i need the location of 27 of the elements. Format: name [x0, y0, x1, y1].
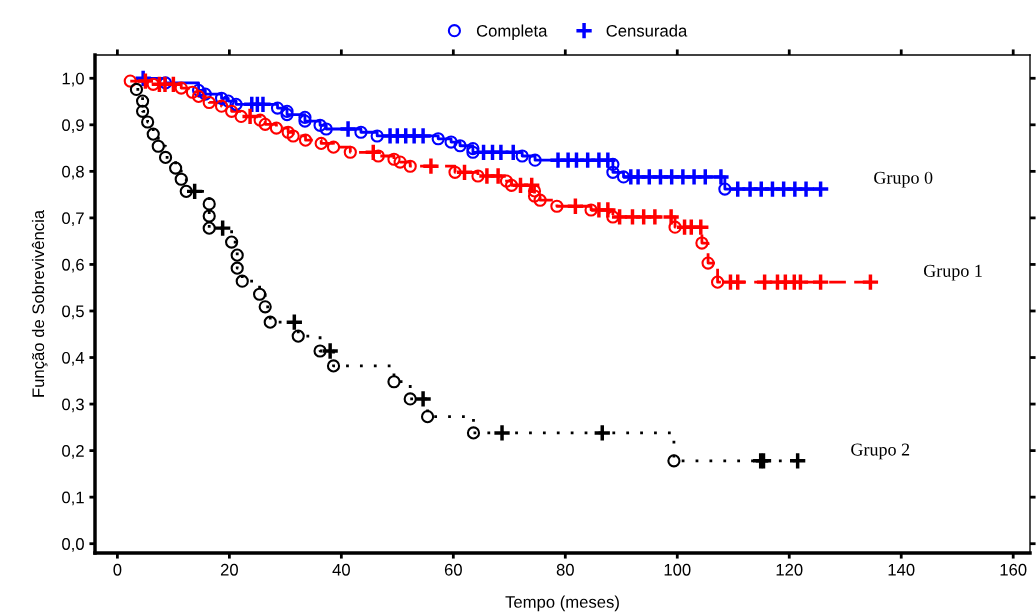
- y-tick-label: 1,0: [62, 72, 84, 87]
- x-tick-label: 60: [444, 563, 462, 576]
- annotation: Grupo 1: [923, 264, 982, 281]
- x-tick-label: 100: [664, 563, 691, 576]
- x-tick-label: 40: [332, 563, 350, 576]
- x-tick-label: 20: [220, 563, 238, 576]
- x-tick-label: 80: [556, 563, 574, 576]
- y-tick-label: 0,3: [62, 398, 84, 413]
- annotation: Grupo 2: [851, 443, 910, 460]
- x-tick-label: 0: [113, 563, 122, 576]
- x-tick-label: 120: [776, 563, 803, 576]
- y-tick-label: 0,7: [62, 212, 84, 227]
- x-tick-label: 140: [888, 563, 915, 576]
- x-tick-label: 160: [1000, 563, 1027, 576]
- y-tick-label: 0,5: [62, 305, 84, 320]
- legend-label: Completa: [476, 24, 548, 40]
- y-tick-label: 0,8: [62, 165, 84, 180]
- y-tick-label: 0,6: [62, 258, 84, 273]
- annotation: Grupo 0: [874, 171, 933, 188]
- y-tick-label: 0,1: [62, 491, 84, 506]
- x-axis-title: Tempo (meses): [505, 595, 619, 612]
- legend-label: Censurada: [606, 24, 688, 37]
- y-tick-label: 0,0: [62, 538, 84, 552]
- y-tick-label: 0,2: [62, 445, 84, 459]
- y-tick-label: 0,9: [62, 119, 84, 133]
- y-axis-title: Função de Sobrevivência: [31, 209, 48, 397]
- y-tick-label: 0,4: [62, 351, 85, 366]
